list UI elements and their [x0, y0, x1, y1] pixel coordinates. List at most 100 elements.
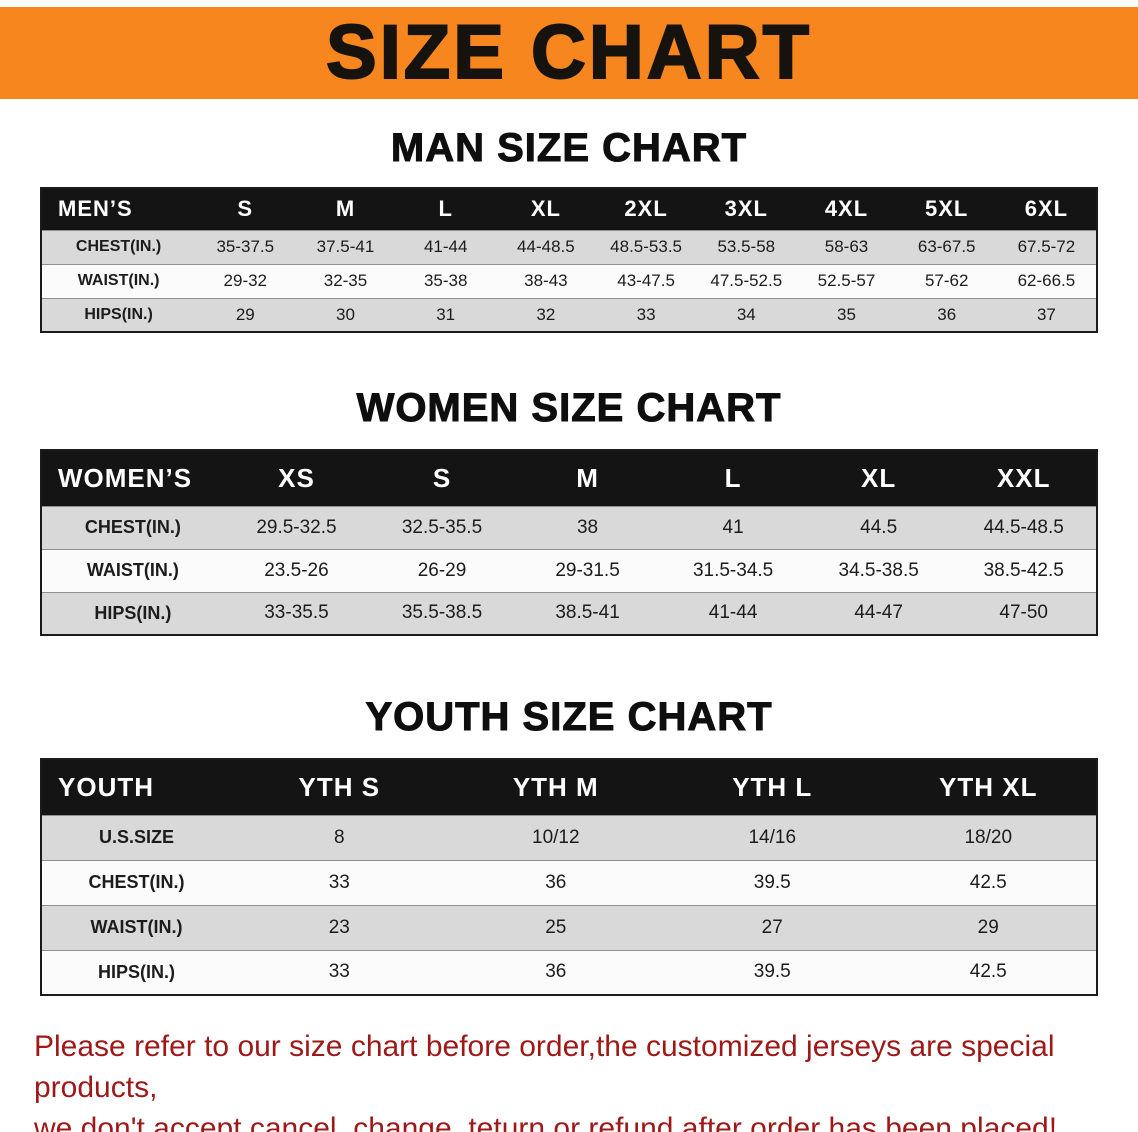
size-value-cell: 48.5-53.5	[610, 237, 682, 256]
size-column-header: 5XL	[896, 188, 997, 230]
banner-title: SIZE CHART	[325, 10, 812, 95]
size-column-header: 6XL	[996, 188, 1097, 230]
size-column-header: XL	[495, 188, 596, 230]
table-row: WAIST(IN.) 29-32 32-35 35-38 38-43 43-47.5 47.…	[41, 264, 1097, 298]
size-value-cell: 62-66.5	[1017, 271, 1076, 290]
size-value-cell: 39.5	[753, 961, 791, 983]
size-value-cell: 10/12	[532, 826, 580, 848]
size-value-cell: 57-62	[924, 271, 969, 290]
size-value-cell: 8	[334, 826, 345, 848]
size-column-header: YTH S	[231, 759, 448, 815]
size-value-cell: 35.5-38.5	[401, 602, 483, 624]
size-value-cell: 32	[536, 304, 556, 324]
size-value-cell: 36	[545, 871, 567, 893]
size-column-header: S	[195, 188, 296, 230]
size-value-cell: 35	[837, 304, 856, 324]
size-value-cell: 14/16	[748, 826, 797, 848]
size-value-cell: 23.5-26	[264, 559, 329, 581]
size-value-cell: 37	[1036, 304, 1056, 324]
table-row: CHEST(IN.) 35-37.5 37.5-41 41-44 44-48.5 48.5…	[41, 230, 1097, 264]
size-value-cell: 44.5	[860, 516, 898, 538]
size-value-cell: 47.5-52.5	[710, 271, 783, 290]
size-column-header: M	[514, 450, 661, 506]
size-value-cell: 38-43	[524, 271, 568, 290]
size-value-cell: 34	[736, 304, 756, 324]
size-value-cell: 41	[722, 516, 744, 538]
size-column-header: YTH XL	[880, 759, 1097, 815]
size-column-header: 4XL	[796, 188, 897, 230]
row-label-cell: U.S.SIZE	[99, 827, 175, 847]
women-size-section: WOMEN SIZE CHART WOMEN’S XS S M L XL XXL CHEST(…	[0, 385, 1138, 636]
banner: SIZE CHART	[0, 7, 1138, 99]
size-value-cell: 29.5-32.5	[256, 516, 337, 538]
footer-note-line-1: Please refer to our size chart before or…	[34, 1030, 1055, 1104]
size-column-header: 3XL	[696, 188, 797, 230]
size-value-cell: 35-37.5	[216, 237, 275, 256]
row-label-cell: WAIST(IN.)	[77, 272, 160, 289]
size-column-header: L	[395, 188, 496, 230]
size-value-cell: 42.5	[969, 961, 1007, 983]
size-value-cell: 29-32	[223, 271, 268, 290]
men-size-table: MEN’S S M L XL 2XL 3XL 4XL 5XL 6XL CHEST(IN.) 35-37…	[40, 187, 1098, 333]
footer-note: Please refer to our size chart before or…	[0, 1026, 1138, 1132]
size-column-header: XL	[805, 450, 952, 506]
size-value-cell: 31.5-34.5	[692, 559, 774, 581]
table-header-row: WOMEN’S XS S M L XL XXL	[41, 450, 1097, 506]
table-row: CHEST(IN.) 29.5-32.5 32.5-35.5 38 41 44.5 44.5…	[41, 506, 1097, 549]
size-value-cell: 36	[545, 961, 567, 983]
size-value-cell: 31	[436, 304, 456, 324]
size-value-cell: 29	[977, 916, 999, 938]
size-value-cell: 29-31.5	[555, 559, 620, 581]
size-value-cell: 63-67.5	[917, 237, 976, 256]
size-column-header: XXL	[951, 450, 1097, 506]
table-row: U.S.SIZE 8 10/12 14/16 18/20	[41, 815, 1097, 860]
men-section-heading: MAN SIZE CHART	[390, 126, 748, 171]
table-row: WAIST(IN.) 23 25 27 29	[41, 905, 1097, 950]
size-value-cell: 25	[545, 916, 567, 938]
row-label-cell: CHEST(IN.)	[75, 238, 162, 255]
size-column-header: M	[295, 188, 396, 230]
size-value-cell: 23	[328, 916, 350, 938]
women-section-heading: WOMEN SIZE CHART	[356, 386, 782, 431]
size-value-cell: 53.5-58	[717, 237, 776, 256]
size-value-cell: 44-48.5	[517, 237, 575, 256]
table-title-cell: YOUTH	[41, 759, 232, 815]
size-chart-page: SIZE CHART MAN SIZE CHART MEN’S S M L XL 2XL 3…	[0, 7, 1138, 1132]
size-column-header: YTH L	[664, 759, 881, 815]
size-value-cell: 42.5	[969, 871, 1007, 893]
size-value-cell: 32-35	[323, 271, 368, 290]
row-label-cell: WAIST(IN.)	[90, 917, 183, 937]
size-value-cell: 39.5	[753, 871, 791, 893]
row-label-cell: CHEST(IN.)	[84, 517, 181, 537]
row-label-cell: HIPS(IN.)	[94, 602, 172, 623]
size-value-cell: 33-35.5	[264, 602, 329, 624]
youth-size-section: YOUTH SIZE CHART YOUTH YTH S YTH M YTH L YTH…	[0, 694, 1138, 996]
footer-note-line-2: we don't accept cancel, change, teturn o…	[34, 1112, 1058, 1132]
table-header-row: YOUTH YTH S YTH M YTH L YTH XL	[41, 759, 1097, 815]
row-label-cell: WAIST(IN.)	[86, 560, 179, 580]
size-value-cell: 37.5-41	[316, 237, 375, 256]
size-value-cell: 26-29	[417, 559, 467, 581]
table-title-cell: MEN’S	[41, 188, 196, 230]
size-column-header: L	[660, 450, 806, 506]
youth-size-table: YOUTH YTH S YTH M YTH L YTH XL U.S.SIZE 8 10/12…	[40, 758, 1098, 996]
size-value-cell: 41-44	[423, 237, 468, 256]
table-row: WAIST(IN.) 23.5-26 26-29 29-31.5 31.5-34.5 34…	[41, 549, 1097, 592]
size-value-cell: 32.5-35.5	[401, 516, 483, 538]
size-value-cell: 35-38	[423, 271, 468, 290]
size-value-cell: 33	[636, 304, 656, 324]
size-value-cell: 38.5-41	[555, 602, 620, 624]
table-row: CHEST(IN.) 33 36 39.5 42.5	[41, 860, 1097, 905]
size-value-cell: 27	[761, 916, 783, 938]
size-column-header: XS	[223, 450, 370, 506]
size-value-cell: 33	[328, 871, 350, 893]
size-value-cell: 33	[328, 961, 350, 983]
row-label-cell: CHEST(IN.)	[88, 872, 185, 892]
table-row: HIPS(IN.) 33 36 39.5 42.5	[41, 950, 1097, 995]
size-value-cell: 18/20	[964, 826, 1013, 848]
size-column-header: S	[369, 450, 515, 506]
youth-section-heading: YOUTH SIZE CHART	[365, 695, 773, 740]
size-value-cell: 58-63	[824, 237, 869, 256]
size-value-cell: 44.5-48.5	[983, 516, 1064, 538]
size-column-header: YTH M	[447, 759, 665, 815]
